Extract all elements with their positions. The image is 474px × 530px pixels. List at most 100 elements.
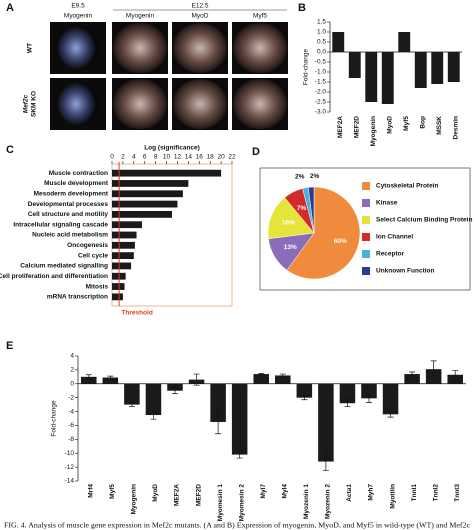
y-tick-label: Cell structure and motility <box>28 211 109 218</box>
legend-label: Ion Channel <box>376 234 413 241</box>
pie-label: 60% <box>334 238 347 245</box>
bar <box>112 200 178 208</box>
row-label: SKM KO <box>31 91 38 117</box>
y-tick-label: -4 <box>68 408 74 415</box>
y-tick-label: -2 <box>68 394 74 401</box>
y-tick-label: Muscle contraction <box>49 170 108 177</box>
y-tick-label: 2 <box>70 367 74 374</box>
bar <box>404 374 420 384</box>
y-tick-label: Nucleic acid metabolism <box>32 232 108 239</box>
threshold-label: Threshold <box>121 310 152 317</box>
y-tick-label: -12 <box>65 464 75 471</box>
error-bar <box>215 409 222 435</box>
bar <box>231 383 248 455</box>
y-tick-label: -0.5 <box>315 59 327 66</box>
x-tick-label: 4 <box>132 154 136 161</box>
x-tick-label: 16 <box>196 154 204 161</box>
y-axis-label: Fold-change <box>51 400 58 437</box>
error-bar <box>107 375 114 380</box>
embryo-image <box>173 79 227 129</box>
x-tick-label: 14 <box>185 154 193 161</box>
column-label: Myf5 <box>253 13 267 20</box>
y-tick-label: Mitosis <box>86 283 109 290</box>
error-bar <box>387 411 394 418</box>
error-bar <box>452 370 459 380</box>
legend-label: Select Calcium Binding Protein <box>376 217 472 224</box>
y-tick-label: -2.0 <box>315 89 327 96</box>
legend-label: Kinase <box>376 200 398 207</box>
panel-label: A <box>6 2 14 14</box>
y-tick-label: -2.5 <box>315 99 327 106</box>
y-tick-label: -8 <box>68 436 74 443</box>
y-tick-label: Oncogenesis <box>67 242 108 249</box>
bar <box>81 376 97 384</box>
bar <box>348 52 361 78</box>
x-tick-label: 12 <box>174 154 182 161</box>
x-tick-label: Tnnt3 <box>454 484 461 502</box>
x-tick-label: 10 <box>163 154 171 161</box>
bar <box>414 52 427 88</box>
x-tick-label: Myozenin 2 <box>325 484 332 519</box>
x-tick-label: MEF2D <box>353 116 360 138</box>
x-tick-label: Desmin <box>452 116 459 140</box>
pie-label: 16% <box>282 220 295 227</box>
error-bar <box>258 373 265 376</box>
x-tick-label: Myl7 <box>260 484 267 499</box>
y-tick-label: 0 <box>70 380 74 387</box>
y-tick-label: -1.0 <box>315 69 327 76</box>
x-tick-label: Acta1 <box>346 484 353 502</box>
error-bar <box>128 402 135 408</box>
y-tick-label: 1.0 <box>317 29 326 36</box>
bar <box>112 262 132 270</box>
x-tick-label: MyoD <box>386 116 393 134</box>
x-tick-label: Myomesin 1 <box>217 484 224 522</box>
legend-swatch <box>362 250 370 258</box>
stage-label: E12.5 <box>192 3 209 10</box>
bar <box>112 252 134 260</box>
bar <box>332 32 345 52</box>
y-tick-label: Muscle development <box>44 180 109 187</box>
error-bar <box>85 374 92 380</box>
x-tick-label: MEF2A <box>174 484 181 506</box>
y-tick-label: 4 <box>70 353 74 360</box>
bar <box>112 210 172 218</box>
y-tick-label: 0.0 <box>317 49 326 56</box>
x-tick-label: 22 <box>228 154 236 161</box>
x-tick-label: Myomesin 2 <box>238 484 245 522</box>
pie-label: 2% <box>295 174 305 181</box>
error-bar <box>172 387 178 394</box>
embryo-image <box>113 23 167 73</box>
panel-label: E <box>6 340 13 352</box>
error-bar <box>279 373 286 378</box>
x-tick-label: 2 <box>121 154 125 161</box>
y-tick-label: 0.5 <box>317 39 326 46</box>
bar <box>361 383 377 399</box>
column-label: Myogenin <box>64 13 93 20</box>
pie-label: 2% <box>310 173 320 180</box>
bar <box>112 241 135 249</box>
pie-slice <box>267 197 315 240</box>
x-tick-label: Myf5 <box>109 484 116 499</box>
error-bar <box>344 399 351 408</box>
pie-slice <box>307 186 315 234</box>
bar <box>382 383 399 415</box>
error-bar <box>301 395 308 401</box>
pie-slice <box>286 186 361 280</box>
legend-swatch <box>362 182 370 190</box>
x-tick-label: Bop <box>419 116 426 129</box>
column-label: MyoD <box>192 13 209 20</box>
error-bar <box>366 393 372 403</box>
error-bar <box>409 371 416 377</box>
x-tick-label: Myotilin <box>389 484 396 509</box>
panel-frame <box>259 167 471 291</box>
x-tick-label: Myh7 <box>368 484 375 501</box>
legend-label: Receptor <box>376 251 405 258</box>
error-bar <box>193 373 200 386</box>
panel-label: D <box>252 146 260 158</box>
bar <box>398 32 411 52</box>
bar <box>124 383 140 405</box>
embryo-image <box>113 79 167 129</box>
legend-label: Cytoskeletal Protein <box>376 183 439 190</box>
x-tick-label: MEF2D <box>195 484 202 506</box>
